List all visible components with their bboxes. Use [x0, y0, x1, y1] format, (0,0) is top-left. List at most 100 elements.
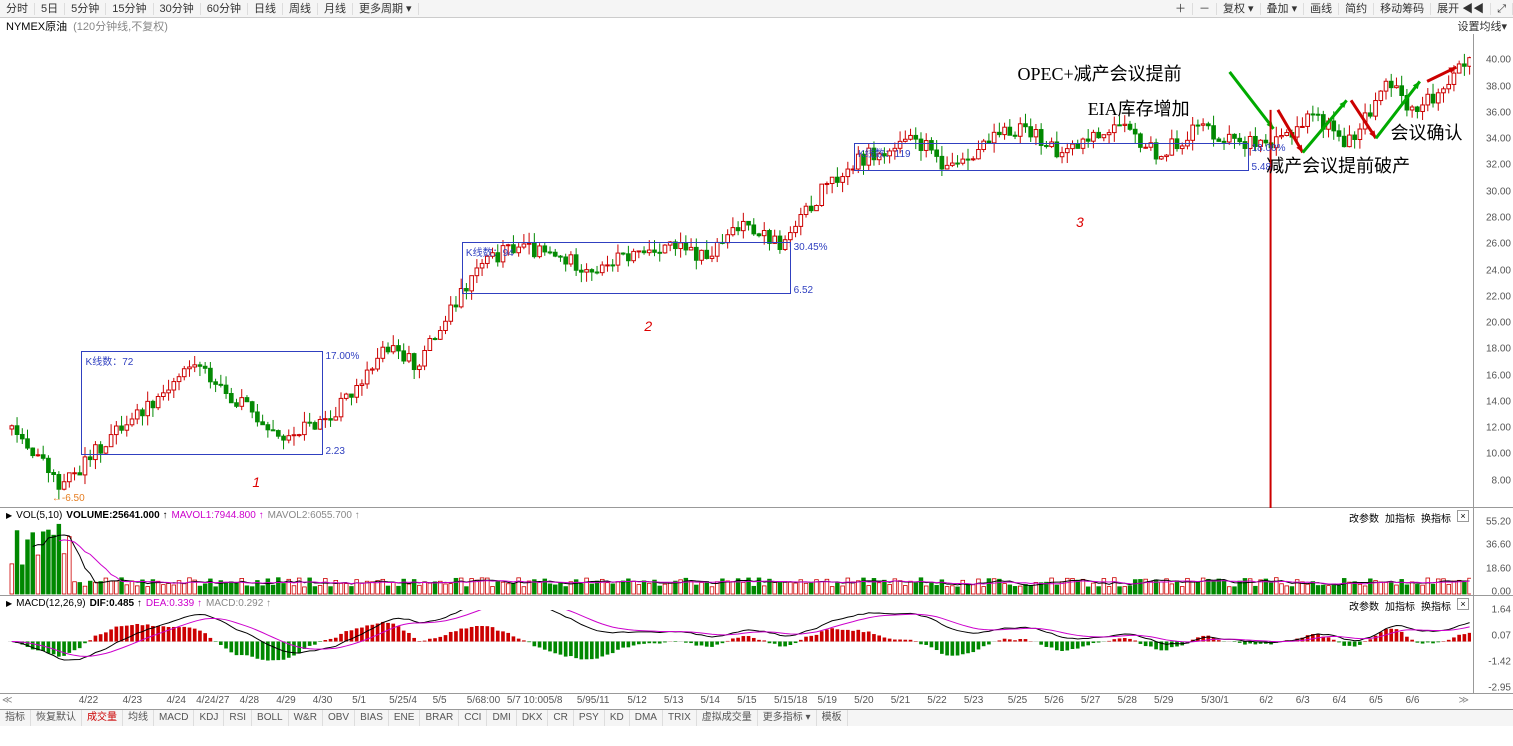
timeframe-button[interactable]: 60分钟 — [201, 3, 248, 15]
macd-prefix: MACD(12,26,9) — [16, 598, 85, 609]
panel-link[interactable]: 改参数 — [1349, 510, 1379, 525]
y-tick: 24.00 — [1486, 265, 1511, 276]
x-tick: 4/22 — [79, 695, 98, 706]
x-tick: 4/30 — [313, 695, 332, 706]
indicator-tab[interactable]: 更多指标 ▾ — [758, 710, 817, 726]
y-tick: 55.20 — [1486, 517, 1511, 528]
indicator-tab[interactable]: CR — [548, 710, 573, 726]
indicator-tab[interactable]: KD — [605, 710, 630, 726]
indicator-tab[interactable]: DMI — [487, 710, 516, 726]
indicator-tab[interactable]: 均线 — [123, 710, 154, 726]
timeframe-button[interactable]: 月线 — [318, 3, 353, 15]
x-tick: 5/12 — [627, 695, 646, 706]
x-tick: 5/27 — [1081, 695, 1100, 706]
indicator-tab[interactable]: KDJ — [194, 710, 224, 726]
tool-button[interactable]: 画线 — [1304, 3, 1339, 15]
x-tick: 5/23 — [964, 695, 983, 706]
y-tick: 16.00 — [1486, 370, 1511, 381]
panel-link[interactable]: 加指标 — [1385, 510, 1415, 525]
x-tick: 5/13 — [664, 695, 683, 706]
tool-button[interactable]: 叠加 ▾ — [1261, 3, 1305, 15]
x-tick: 5/15/18 — [774, 695, 807, 706]
wave-label: 1 — [252, 474, 260, 490]
y-tick: 18.60 — [1486, 563, 1511, 574]
collapse-icon[interactable]: ▶ — [6, 599, 12, 608]
indicator-tab[interactable]: W&R — [289, 710, 323, 726]
indicator-tab[interactable]: 虚拟成交量 — [697, 710, 758, 726]
indicator-tab[interactable]: OBV — [323, 710, 355, 726]
tool-button[interactable]: 展开 ◀◀ — [1431, 3, 1491, 15]
timeframe-button[interactable]: 5分钟 — [65, 3, 106, 15]
x-tick: 5/25 — [1008, 695, 1027, 706]
volume-panel: ▶ VOL(5,10) VOLUME:25641.000 ↑ MAVOL1:79… — [0, 508, 1513, 596]
macd-panel: ▶ MACD(12,26,9) DIF:0.485 ↑ DEA:0.339 ↑ … — [0, 596, 1513, 694]
tool-button[interactable]: 移动筹码 — [1374, 3, 1431, 15]
indicator-tab[interactable]: BIAS — [355, 710, 389, 726]
timeframe-button[interactable]: 更多周期 ▾ — [353, 3, 419, 15]
indicator-tab[interactable]: ENE — [389, 710, 421, 726]
mavol2-value: MAVOL2:6055.700 ↑ — [268, 510, 360, 521]
tool-button[interactable]: － — [1193, 3, 1217, 15]
indicator-tab[interactable]: 模板 — [817, 710, 848, 726]
timeframe-button[interactable]: 30分钟 — [154, 3, 201, 15]
indicator-tab[interactable]: PSY — [574, 710, 605, 726]
x-tick: 5/7 10:005/8 — [507, 695, 563, 706]
tool-button[interactable]: 简约 — [1339, 3, 1374, 15]
y-tick: 0.07 — [1492, 631, 1511, 642]
event-annotation: 会议确认 — [1391, 119, 1463, 145]
x-tick: 4/29 — [276, 695, 295, 706]
indicator-tab[interactable]: CCI — [459, 710, 487, 726]
y-tick: 38.00 — [1486, 81, 1511, 92]
panel-link[interactable]: 加指标 — [1385, 598, 1415, 613]
timeframe-button[interactable]: 周线 — [283, 3, 318, 15]
scroll-left-icon[interactable]: ≪ — [2, 695, 12, 706]
x-tick: 5/19 — [818, 695, 837, 706]
tool-button[interactable]: ⤢ — [1491, 3, 1513, 15]
close-icon[interactable]: × — [1457, 510, 1469, 522]
consolidation-box — [854, 143, 1249, 171]
indicator-tab[interactable]: BOLL — [252, 710, 289, 726]
collapse-icon[interactable]: ▶ — [6, 511, 12, 520]
box-kcount-label: K线数：94 — [466, 244, 514, 259]
panel-link[interactable]: 换指标 — [1421, 598, 1451, 613]
indicator-tab[interactable]: DMA — [630, 710, 663, 726]
symbol-name: NYMEX原油 — [6, 18, 67, 34]
timeframe-button[interactable]: 5日 — [35, 3, 65, 15]
indicator-tab[interactable]: MACD — [154, 710, 194, 726]
indicator-tab[interactable]: 成交量 — [82, 710, 123, 726]
macd-header: ▶ MACD(12,26,9) DIF:0.485 ↑ DEA:0.339 ↑ … — [6, 598, 271, 609]
x-tick: 4/28 — [240, 695, 259, 706]
timeframe-button[interactable]: 15分钟 — [106, 3, 153, 15]
x-tick: 5/28 — [1117, 695, 1136, 706]
timeframe-button[interactable]: 日线 — [248, 3, 283, 15]
timeframe-button[interactable]: 分时 — [0, 3, 35, 15]
vol-prefix: VOL(5,10) — [16, 510, 62, 521]
x-tick: 4/24 — [167, 695, 186, 706]
indicator-tab[interactable]: TRIX — [663, 710, 697, 726]
event-annotation: EIA库存增加 — [1088, 95, 1190, 121]
x-tick: 5/15 — [737, 695, 756, 706]
box-pct-label: 17.00% — [325, 351, 359, 362]
main-candlestick-chart: K线数：7217.00%2.23K线数：9430.45%6.52K线数：1191… — [0, 34, 1513, 508]
panel-link[interactable]: 改参数 — [1349, 598, 1379, 613]
tool-button[interactable]: 复权 ▾ — [1217, 3, 1261, 15]
indicator-tab[interactable]: 指标 — [0, 710, 31, 726]
wave-label: 2 — [644, 318, 652, 334]
y-tick: 20.00 — [1486, 318, 1511, 329]
y-tick: 22.00 — [1486, 291, 1511, 302]
indicator-tab[interactable]: DKX — [517, 710, 549, 726]
indicator-tab[interactable]: BRAR — [420, 710, 459, 726]
y-tick: 36.00 — [1486, 107, 1511, 118]
close-icon[interactable]: × — [1457, 598, 1469, 610]
indicator-tab[interactable]: RSI — [224, 710, 252, 726]
panel-link[interactable]: 换指标 — [1421, 510, 1451, 525]
price-y-axis: 40.0038.0036.0034.0032.0030.0028.0026.00… — [1473, 34, 1513, 507]
tool-button[interactable]: ＋ — [1169, 3, 1193, 15]
y-tick: 18.00 — [1486, 344, 1511, 355]
y-tick: 10.00 — [1486, 449, 1511, 460]
x-tick: 5/29 — [1154, 695, 1173, 706]
scroll-right-icon[interactable]: ≫ — [1459, 695, 1469, 706]
ma-settings-link[interactable]: 设置均线▾ — [1457, 18, 1507, 34]
x-tick: 6/6 — [1406, 695, 1420, 706]
indicator-tab[interactable]: 恢复默认 — [31, 710, 82, 726]
